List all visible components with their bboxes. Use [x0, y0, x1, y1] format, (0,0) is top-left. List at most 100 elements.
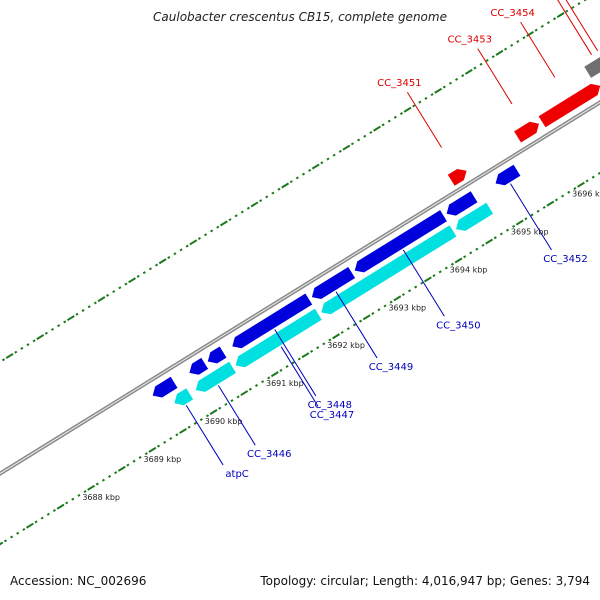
minor-tick: [516, 40, 520, 44]
minor-tick: [156, 444, 161, 448]
minor-tick: [187, 425, 191, 429]
minor-tick: [530, 213, 534, 217]
major-tick: [495, 49, 504, 56]
reverse-gene-1[interactable]: [446, 191, 478, 216]
minor-tick: [297, 357, 301, 361]
minor-tick: [81, 309, 85, 312]
minor-tick: [571, 5, 575, 9]
minor-tick: [420, 281, 424, 285]
reverse-gene-6[interactable]: [189, 357, 209, 375]
major-tick: [332, 333, 341, 340]
minor-tick: [522, 36, 526, 40]
minor-tick: [432, 274, 436, 278]
reverse-outer-gene-3[interactable]: [195, 361, 236, 392]
minor-tick: [328, 338, 332, 342]
outer-tick-ring: [1, 0, 587, 362]
minor-tick: [46, 512, 50, 516]
minor-tick: [491, 55, 495, 59]
minor-tick: [512, 224, 516, 228]
minor-tick: [248, 387, 252, 391]
major-tick: [148, 446, 157, 453]
major-tick: [97, 296, 106, 303]
reverse-gene-7[interactable]: [152, 376, 178, 398]
minor-tick: [450, 262, 454, 266]
minor-tick: [259, 199, 263, 203]
forward-gene-label-1[interactable]: CC_3453: [448, 35, 492, 46]
reverse-outer-gene-label-3[interactable]: CC_3446: [247, 449, 291, 460]
reverse-outer-gene-2[interactable]: [235, 308, 322, 368]
reverse-gene-2[interactable]: [354, 210, 447, 273]
minor-tick: [118, 286, 122, 290]
minor-tick: [359, 319, 363, 323]
minor-tick: [534, 28, 538, 32]
reverse-gene-3[interactable]: [311, 267, 356, 299]
minor-tick: [442, 85, 446, 89]
kbp-label: 3694 kbp: [450, 265, 488, 274]
major-tick: [454, 257, 463, 264]
major-tick: [464, 68, 473, 75]
leader-line: [217, 385, 256, 446]
reverse-gene-label-0[interactable]: CC_3452: [543, 254, 587, 265]
minor-tick: [95, 482, 99, 486]
reverse-outer-gene-0[interactable]: [456, 202, 494, 231]
minor-tick: [444, 266, 448, 270]
major-tick: [281, 182, 290, 189]
leader-line: [477, 48, 513, 105]
minor-tick: [175, 433, 179, 437]
forward-gene-2[interactable]: [538, 83, 600, 128]
minor-tick: [326, 157, 330, 161]
gene-features[interactable]: [152, 21, 600, 406]
major-tick: [485, 238, 494, 245]
major-tick: [36, 334, 45, 340]
minor-tick: [573, 187, 577, 190]
kbp-label: 3689 kbp: [144, 455, 182, 464]
minor-tick: [136, 274, 140, 278]
minor-tick: [438, 270, 442, 274]
reverse-outer-gene-4[interactable]: [174, 388, 194, 406]
reverse-outer-gene-label-4[interactable]: atpC: [225, 469, 248, 480]
forward-gene-1[interactable]: [514, 121, 539, 143]
major-tick: [0, 541, 4, 546]
major-tick: [311, 163, 320, 170]
minor-tick: [320, 161, 324, 165]
minor-tick: [408, 289, 412, 293]
minor-tick: [585, 179, 589, 183]
minor-tick: [369, 130, 373, 134]
reverse-outer-gene-label-2[interactable]: CC_3447: [310, 410, 354, 421]
reverse-gene-label-4[interactable]: CC_3448: [308, 400, 352, 411]
gene-labels[interactable]: CC_3451CC_3453CC_3454CC_3455CC_3456CC_34…: [185, 0, 600, 480]
forward-gene-label-0[interactable]: CC_3451: [377, 78, 421, 89]
reverse-gene-label-3[interactable]: CC_3449: [369, 362, 413, 373]
minor-tick: [363, 134, 367, 138]
minor-tick: [193, 421, 197, 425]
leader-line: [565, 0, 599, 52]
major-tick: [393, 295, 402, 302]
minor-tick: [228, 218, 232, 222]
minor-tick: [279, 368, 283, 372]
forward-gene-5[interactable]: [584, 57, 600, 78]
minor-tick: [322, 342, 326, 346]
reverse-outer-gene-1[interactable]: [321, 225, 457, 315]
kbp-label: 3692 kbp: [327, 341, 365, 350]
major-tick: [270, 371, 279, 378]
kbp-label: 3691 kbp: [266, 379, 304, 388]
minor-tick: [352, 323, 356, 327]
major-tick: [209, 409, 218, 415]
minor-tick: [142, 271, 146, 275]
minor-tick: [87, 305, 91, 309]
minor-tick: [577, 2, 581, 6]
minor-tick: [346, 327, 350, 331]
reverse-gene-5[interactable]: [207, 346, 227, 364]
reverse-gene-4[interactable]: [232, 293, 313, 349]
forward-gene-label-2[interactable]: CC_3454: [490, 8, 534, 19]
reverse-gene-0[interactable]: [495, 164, 521, 186]
minor-tick: [561, 194, 565, 198]
minor-tick: [3, 539, 7, 543]
minor-tick: [216, 225, 220, 229]
minor-tick: [377, 308, 381, 312]
minor-tick: [101, 478, 105, 482]
minor-tick: [469, 251, 473, 255]
forward-gene-0[interactable]: [447, 169, 467, 186]
reverse-gene-label-2[interactable]: CC_3450: [436, 320, 480, 331]
